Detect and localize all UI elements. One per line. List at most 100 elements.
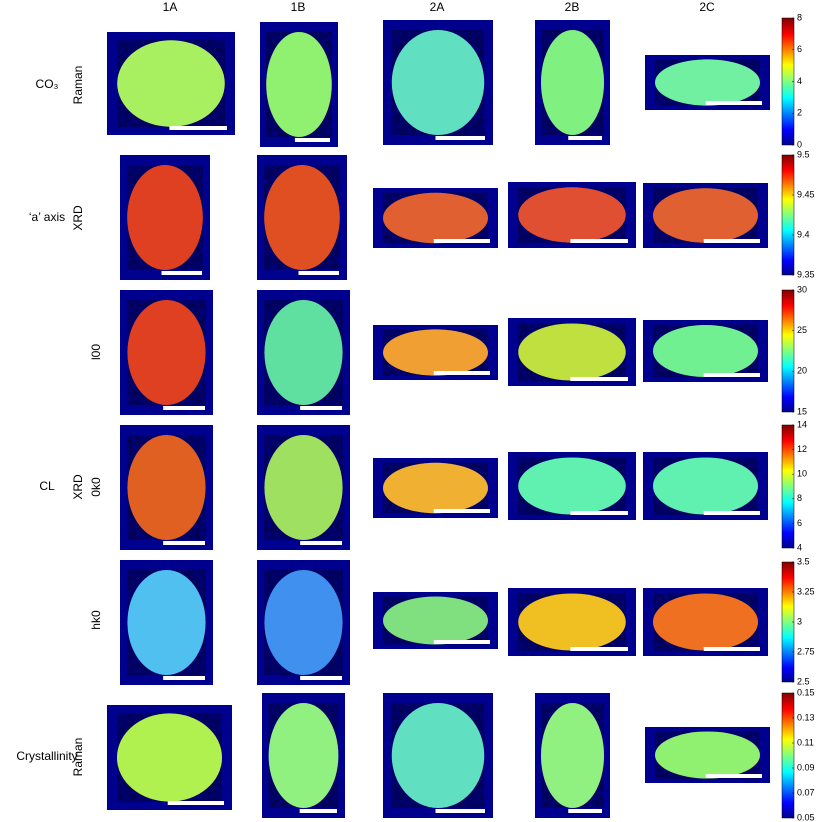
colorbar: [781, 289, 795, 413]
scale-bar: [161, 271, 202, 275]
sub-label: hk0: [89, 610, 103, 630]
scale-bar: [169, 126, 227, 130]
group-label: ‘a’ axis: [29, 210, 65, 224]
map-panel: [257, 155, 347, 280]
map-sample: [653, 593, 758, 651]
map-panel: [373, 458, 498, 518]
map-sample: [264, 300, 343, 405]
map-sample: [655, 731, 760, 779]
scale-bar: [433, 640, 490, 644]
map-sample: [653, 457, 758, 515]
colorbar: [781, 692, 795, 819]
colorbar-tick-label: 0.07: [797, 787, 815, 797]
map-sample: [391, 703, 485, 808]
scale-bar: [300, 541, 342, 545]
scale-bar: [570, 377, 628, 381]
scale-bar: [300, 676, 342, 680]
scale-bar: [703, 239, 760, 243]
map-panel: [508, 318, 636, 386]
colorbar: [781, 154, 795, 276]
scale-bar: [568, 136, 602, 140]
scale-bar: [703, 373, 760, 377]
scale-bar: [435, 809, 485, 813]
colorbar-tick-label: 6: [797, 44, 802, 54]
column-label: 1B: [291, 0, 306, 14]
map-sample: [518, 187, 626, 243]
map-panel: [508, 452, 636, 520]
scale-bar: [570, 239, 628, 243]
scale-bar: [299, 809, 337, 813]
map-sample: [391, 30, 485, 135]
scale-bar: [298, 271, 339, 275]
scale-bar: [570, 511, 628, 515]
colorbar: [781, 424, 795, 549]
column-label: 1A: [163, 0, 178, 14]
colorbar-tick-label: 9.35: [797, 269, 815, 279]
map-panel: [373, 325, 498, 380]
colorbar-tick-label: 0.15: [797, 687, 815, 697]
scale-bar: [568, 809, 602, 813]
colorbar-tick-label: 9.4: [797, 229, 810, 239]
map-sample: [266, 32, 332, 137]
map-panel: [643, 320, 768, 382]
scale-bar: [703, 647, 760, 651]
scale-bar: [570, 647, 628, 651]
map-sample: [655, 59, 760, 106]
map-panel: [643, 183, 768, 248]
map-panel: [383, 20, 493, 145]
map-panel: [373, 188, 498, 248]
method-label: Raman: [71, 66, 85, 105]
method-label: Raman: [71, 738, 85, 777]
method-label: XRD: [71, 474, 85, 500]
map-panel: [120, 560, 213, 685]
map-panel: [257, 290, 350, 415]
map-panel: [645, 55, 770, 110]
scale-bar: [433, 239, 490, 243]
scale-bar: [705, 774, 762, 778]
map-panel: [260, 22, 338, 147]
colorbar-tick-label: 9.45: [797, 189, 815, 199]
group-label: CL: [39, 479, 55, 493]
colorbar-tick-label: 0: [797, 139, 802, 149]
map-sample: [383, 329, 488, 376]
column-label: 2C: [699, 0, 715, 14]
map-sample: [127, 165, 203, 270]
map-sample: [117, 40, 225, 127]
colorbar-tick-label: 2: [797, 108, 802, 118]
scale-bar: [705, 101, 762, 105]
scale-bar: [435, 136, 485, 140]
map-panel: [257, 425, 350, 550]
group-label: Crystallinity: [16, 749, 77, 763]
map-panel: [257, 560, 350, 685]
colorbar-tick-label: 8: [797, 493, 802, 503]
map-panel: [373, 592, 498, 649]
colorbar-tick-label: 14: [797, 419, 807, 429]
map-sample: [127, 435, 206, 540]
sub-label: l00: [89, 344, 103, 360]
scale-bar: [300, 406, 342, 410]
colorbar-tick-label: 3: [797, 616, 802, 626]
scale-bar: [163, 676, 205, 680]
colorbar-tick-label: 2.75: [797, 646, 815, 656]
map-sample: [541, 703, 604, 808]
map-sample: [268, 703, 339, 808]
scale-bar: [433, 371, 490, 375]
map-panel: [107, 32, 235, 135]
colorbar-tick-label: 9.5: [797, 149, 810, 159]
map-panel: [643, 588, 768, 656]
colorbar-tick-label: 2.5: [797, 676, 810, 686]
map-panel: [645, 727, 770, 783]
scale-bar: [294, 138, 330, 142]
map-sample: [653, 188, 758, 243]
sub-label: 0k0: [89, 477, 103, 497]
colorbar-tick-label: 8: [797, 12, 802, 22]
scale-bar: [433, 509, 490, 513]
colorbar-tick-label: 3.25: [797, 586, 815, 596]
map-sample: [264, 435, 343, 540]
scale-bar: [703, 511, 760, 515]
scale-bar: [167, 801, 224, 805]
colorbar-tick-label: 25: [797, 325, 807, 335]
method-label: XRD: [71, 205, 85, 231]
colorbar-tick-label: 12: [797, 444, 807, 454]
